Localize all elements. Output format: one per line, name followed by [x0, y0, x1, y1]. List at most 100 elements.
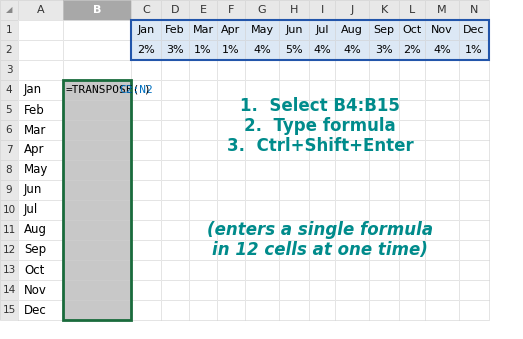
- Bar: [63, 40, 131, 60]
- Bar: [369, 120, 399, 140]
- Bar: [63, 120, 131, 140]
- Bar: [131, 100, 161, 120]
- Bar: [309, 220, 335, 240]
- Bar: [399, 280, 425, 300]
- Bar: [245, 40, 279, 60]
- Bar: [18, 80, 63, 100]
- Bar: [425, 140, 459, 160]
- Bar: [369, 120, 399, 140]
- Bar: [459, 160, 489, 180]
- Bar: [189, 260, 217, 280]
- Bar: [245, 220, 279, 240]
- Bar: [369, 80, 399, 100]
- Text: J: J: [350, 5, 354, 15]
- Bar: [399, 220, 425, 240]
- Bar: [63, 60, 131, 80]
- Bar: [309, 160, 335, 180]
- Bar: [161, 60, 189, 80]
- Bar: [399, 100, 425, 120]
- Bar: [217, 240, 245, 260]
- Bar: [0, 240, 18, 260]
- Bar: [161, 120, 189, 140]
- Bar: [18, 240, 63, 260]
- Bar: [335, 40, 369, 60]
- Bar: [131, 160, 161, 180]
- Bar: [63, 120, 131, 140]
- Bar: [161, 160, 189, 180]
- Bar: [161, 180, 189, 200]
- Text: 11: 11: [3, 225, 16, 235]
- Bar: [161, 100, 189, 120]
- Bar: [245, 240, 279, 260]
- Bar: [189, 240, 217, 260]
- Bar: [279, 280, 309, 300]
- Bar: [309, 20, 335, 40]
- Bar: [189, 160, 217, 180]
- Bar: [369, 220, 399, 240]
- Bar: [399, 220, 425, 240]
- Bar: [217, 100, 245, 120]
- Bar: [245, 20, 279, 40]
- Bar: [63, 260, 131, 280]
- Bar: [245, 180, 279, 200]
- Bar: [459, 40, 489, 60]
- Bar: [279, 140, 309, 160]
- Bar: [279, 140, 309, 160]
- Bar: [279, 280, 309, 300]
- Bar: [63, 280, 131, 300]
- Bar: [0, 280, 18, 300]
- Bar: [131, 40, 161, 60]
- Bar: [369, 260, 399, 280]
- Text: Jun: Jun: [24, 183, 42, 197]
- Bar: [335, 20, 369, 40]
- Bar: [425, 100, 459, 120]
- Bar: [459, 200, 489, 220]
- Bar: [18, 300, 63, 320]
- Bar: [63, 200, 131, 220]
- Bar: [217, 300, 245, 320]
- Bar: [217, 0, 245, 20]
- Text: Apr: Apr: [221, 25, 241, 35]
- Bar: [335, 160, 369, 180]
- Bar: [369, 40, 399, 60]
- Bar: [63, 80, 131, 100]
- Bar: [131, 20, 161, 40]
- Bar: [335, 160, 369, 180]
- Bar: [279, 300, 309, 320]
- Bar: [217, 220, 245, 240]
- Bar: [425, 220, 459, 240]
- Text: ): ): [143, 85, 150, 95]
- Bar: [0, 0, 18, 20]
- Bar: [18, 140, 63, 160]
- Bar: [399, 20, 425, 40]
- Bar: [217, 300, 245, 320]
- Bar: [425, 40, 459, 60]
- Bar: [63, 240, 131, 260]
- Text: May: May: [251, 25, 274, 35]
- Bar: [279, 0, 309, 20]
- Bar: [161, 20, 189, 40]
- Bar: [131, 200, 161, 220]
- Text: 3: 3: [6, 65, 13, 75]
- Bar: [0, 300, 18, 320]
- Bar: [335, 260, 369, 280]
- Bar: [309, 100, 335, 120]
- Bar: [425, 300, 459, 320]
- Bar: [0, 80, 18, 100]
- Bar: [63, 160, 131, 180]
- Bar: [131, 220, 161, 240]
- Bar: [161, 300, 189, 320]
- Bar: [399, 0, 425, 20]
- Bar: [459, 40, 489, 60]
- Bar: [0, 80, 18, 100]
- Bar: [18, 280, 63, 300]
- Bar: [279, 40, 309, 60]
- Bar: [217, 20, 245, 40]
- Bar: [399, 200, 425, 220]
- Bar: [425, 220, 459, 240]
- Bar: [369, 40, 399, 60]
- Bar: [18, 200, 63, 220]
- Bar: [18, 200, 63, 220]
- Bar: [245, 200, 279, 220]
- Bar: [161, 260, 189, 280]
